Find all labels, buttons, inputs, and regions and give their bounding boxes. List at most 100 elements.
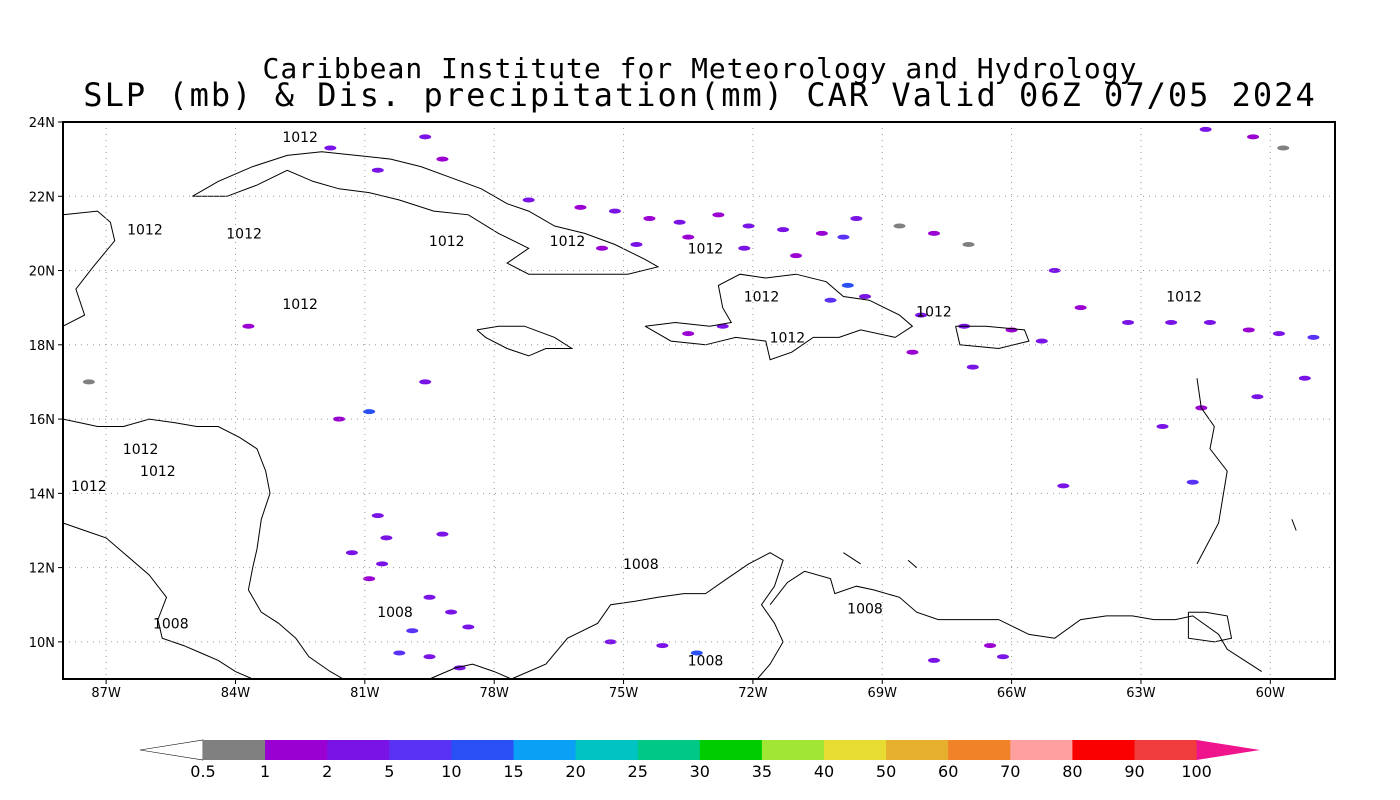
precip-patch xyxy=(850,216,863,222)
lon-tick-label: 81W xyxy=(350,686,380,701)
colorbar-label: 20 xyxy=(565,762,585,781)
colorbar-swatch xyxy=(327,740,390,760)
precip-patch xyxy=(1307,334,1320,340)
precip-patch xyxy=(376,561,389,567)
colorbar-swatch xyxy=(948,740,1011,760)
precip-patch xyxy=(242,323,255,329)
colorbar-swatch xyxy=(513,740,577,760)
colorbar-swatch xyxy=(1134,740,1198,760)
precip-patch xyxy=(608,208,621,214)
colorbar-label: 10 xyxy=(441,762,461,781)
colorbar-label: 35 xyxy=(752,762,772,781)
isobar-label: 1012 xyxy=(123,442,159,458)
lon-tick-label: 72W xyxy=(738,686,768,701)
colorbar-swatch xyxy=(389,740,452,760)
precip-patch xyxy=(1122,320,1135,326)
colorbar-label: 25 xyxy=(628,762,648,781)
isobar-label: 1012 xyxy=(282,130,318,146)
isobar-label: 1008 xyxy=(153,616,189,632)
lon-tick-label: 75W xyxy=(609,686,639,701)
precip-patch xyxy=(682,234,695,240)
precip-patch xyxy=(915,312,928,318)
colorbar-label: 60 xyxy=(938,762,958,781)
coastline xyxy=(62,522,253,680)
isobar-label: 1012 xyxy=(140,464,176,480)
map-frame xyxy=(62,121,1336,680)
precip-patch xyxy=(423,594,436,600)
lat-tick-label: 22N xyxy=(29,190,55,205)
coastline xyxy=(192,151,660,275)
colorbar-arrow-high xyxy=(1196,740,1260,760)
precip-patch xyxy=(777,227,790,233)
precip-patch xyxy=(893,223,906,229)
coastline xyxy=(429,663,512,680)
isobar-label: 1008 xyxy=(377,605,413,621)
precip-patch xyxy=(1156,423,1169,429)
isobar-label: 1012 xyxy=(688,241,724,257)
colorbar-swatch xyxy=(637,740,701,760)
coastline xyxy=(1291,519,1297,531)
precip-patch xyxy=(966,364,979,370)
precip-patch xyxy=(643,216,656,222)
precip-patch xyxy=(380,535,393,541)
lat-tick-label: 10N xyxy=(29,636,55,651)
isobar-label: 1008 xyxy=(623,557,659,573)
precip-patch xyxy=(1048,268,1061,274)
colorbar-label: 80 xyxy=(1062,762,1082,781)
colorbar-swatch xyxy=(451,740,514,760)
precip-patch xyxy=(927,657,940,663)
precip-patch xyxy=(419,379,432,385)
colorbar-swatch xyxy=(699,740,763,760)
precipitation-layer xyxy=(82,126,1320,671)
colorbar-label: 2 xyxy=(322,762,332,781)
precip-patch xyxy=(371,513,384,519)
precip-patch xyxy=(82,379,95,385)
precip-patch xyxy=(712,212,725,218)
lat-tick-label: 12N xyxy=(29,562,55,577)
precip-patch xyxy=(406,628,419,634)
colorbar-swatch xyxy=(761,740,825,760)
colorbar-label: 40 xyxy=(814,762,834,781)
precip-patch xyxy=(738,245,751,251)
colorbar-label: 100 xyxy=(1181,762,1212,781)
precip-patch xyxy=(1277,145,1290,151)
precip-patch xyxy=(363,409,376,415)
colorbar-swatch xyxy=(265,740,328,760)
isobar-label: 1012 xyxy=(429,234,465,250)
precip-patch xyxy=(419,134,432,140)
precip-patch xyxy=(445,609,458,615)
precip-patch xyxy=(927,230,940,236)
precip-patch xyxy=(393,650,406,656)
colorbar-label: 0.5 xyxy=(190,762,215,781)
precip-patch xyxy=(371,167,384,173)
coastline-layer xyxy=(62,151,1297,680)
precip-patch xyxy=(656,643,669,649)
colorbar-swatch xyxy=(1010,740,1073,760)
isobar-label: 1012 xyxy=(1166,290,1202,306)
precip-patch xyxy=(1272,331,1285,337)
isobar-label: 1012 xyxy=(744,290,780,306)
precip-patch xyxy=(1251,394,1264,400)
precip-patch xyxy=(1247,134,1260,140)
precip-patch xyxy=(962,242,975,248)
precip-patch xyxy=(595,245,608,251)
precip-patch xyxy=(345,550,358,556)
lat-tick-label: 20N xyxy=(29,265,55,280)
isobar-label: 1012 xyxy=(550,234,586,250)
lon-tick-label: 63W xyxy=(1126,686,1156,701)
precip-patch xyxy=(742,223,755,229)
isobar-label: 1012 xyxy=(226,226,262,242)
precip-patch xyxy=(906,349,919,355)
precip-patch xyxy=(984,643,997,649)
colorbar-label: 1 xyxy=(260,762,270,781)
precip-patch xyxy=(363,576,376,582)
coastline xyxy=(955,325,1030,350)
colorbar: 0.5 1 2 5 10 15 20 25 30 35 40 50 60 70 80 90 100 xyxy=(139,739,1260,781)
precip-patch xyxy=(436,531,449,537)
lat-tick-label: 16N xyxy=(29,413,55,428)
isobar-label: 1012 xyxy=(916,304,952,320)
precip-patch xyxy=(815,230,828,236)
precip-patch xyxy=(1199,126,1212,132)
precip-patch xyxy=(332,416,345,422)
